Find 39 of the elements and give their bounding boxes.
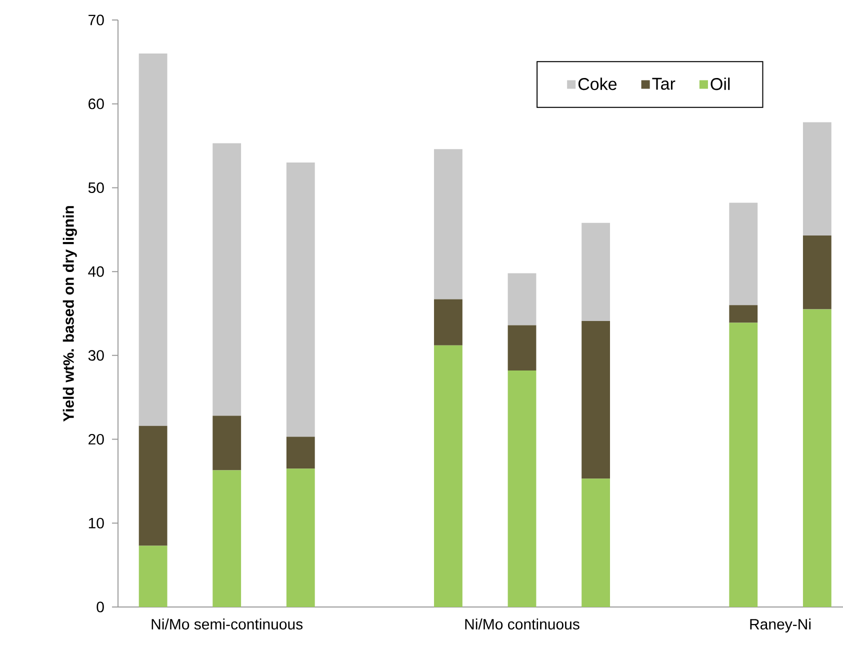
legend-label: Coke <box>578 78 617 90</box>
x-tick-label: Ni/Mo semi-continuous <box>152 618 303 630</box>
bar <box>286 436 315 469</box>
bar <box>212 143 242 416</box>
y-tick-label: 30 <box>88 350 104 361</box>
bar <box>138 426 168 546</box>
bar <box>508 370 536 607</box>
bar <box>582 321 610 479</box>
bar <box>212 470 242 607</box>
bar <box>729 202 758 306</box>
bar <box>138 54 168 426</box>
bar <box>434 345 462 607</box>
bar <box>802 236 832 310</box>
bar <box>802 309 832 607</box>
bar <box>582 478 610 607</box>
bar <box>508 273 536 326</box>
bar <box>434 299 462 346</box>
y-axis-title: Yield wt%. based on dry lignin <box>62 206 77 422</box>
y-tick-label: 60 <box>88 98 104 110</box>
bar <box>286 468 315 607</box>
legend-label: Oil <box>710 78 730 90</box>
x-tick-label: Ni/Mo continuous <box>465 618 580 630</box>
bar <box>212 416 242 470</box>
bar <box>286 162 315 437</box>
bar <box>802 122 832 236</box>
bar <box>729 322 758 607</box>
bar <box>729 305 758 323</box>
y-tick-label: 70 <box>88 14 104 26</box>
bar <box>582 222 610 322</box>
y-tick-label: 20 <box>88 434 104 445</box>
y-tick-label: 50 <box>88 182 104 194</box>
bar <box>434 149 462 300</box>
legend-label: Tar <box>652 78 676 90</box>
bar <box>138 546 168 607</box>
bar <box>508 325 536 371</box>
x-tick-label: Raney-Ni <box>750 618 811 632</box>
y-tick-label: 10 <box>88 518 104 528</box>
y-tick-label: 40 <box>88 266 104 277</box>
y-tick-label: 0 <box>96 602 104 612</box>
